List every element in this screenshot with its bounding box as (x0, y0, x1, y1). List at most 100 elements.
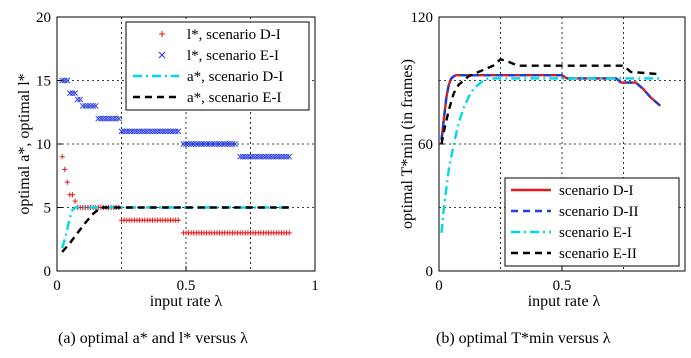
chart-b-xtick-label: 0 (435, 278, 443, 294)
chart-a-series-2-point (69, 90, 76, 97)
chart-a-series-2-point (162, 128, 169, 135)
chart-a-series-2-point (224, 141, 231, 147)
chart-a-series-2-point (87, 102, 94, 109)
chart-a-series-2-point (278, 153, 285, 160)
chart-a-series-2-point (185, 141, 192, 147)
chart-a-series-2-point (66, 90, 73, 97)
chart-a-series-2-point (252, 153, 259, 160)
caption-b: (b) optimal T*min versus λ (436, 330, 611, 347)
chart-a-series-1 (59, 154, 292, 236)
chart-a-series-2-point (226, 141, 233, 147)
chart-a-series-2-point (175, 128, 182, 135)
chart-a-series-2-point (250, 153, 257, 160)
chart-a-series-2-point (154, 128, 161, 135)
chart-a-series-2-point (211, 141, 218, 147)
chart-a-series-2-point (72, 90, 79, 97)
chart-a-ytick-label: 15 (36, 74, 51, 90)
chart-a-series-2-point (108, 115, 115, 122)
chart-a-series-2-point (110, 115, 117, 122)
chart-a-series-2-point (208, 141, 215, 147)
chart-a-ylabel: optimal a*, optimal l* (16, 73, 33, 214)
chart-a-series-2-point (64, 77, 71, 84)
chart-a-series-2-point (180, 141, 187, 147)
chart-a-ytick-label: 20 (36, 10, 51, 26)
chart-a-series-2-point (92, 102, 99, 109)
chart-a-series-2-point (74, 96, 81, 103)
chart-a-series-2-point (281, 153, 287, 160)
chart-a-series-2-point (195, 141, 202, 147)
chart-a-series-2-point (203, 141, 210, 147)
chart-a-series-2-point (100, 115, 107, 122)
chart-a-series-2-point (170, 128, 177, 135)
chart-a-series-2-point (188, 141, 195, 147)
chart-a-legend-entry-1-swatch (159, 31, 165, 37)
chart-a-xlabel: input rate λ (150, 293, 223, 310)
chart-a-series-2-point (131, 128, 138, 135)
chart-a-series-2-point (183, 141, 189, 147)
chart-b-series-3-line (440, 77, 661, 234)
chart-a-series-2-point (136, 128, 143, 135)
chart-a-series-2-point (59, 77, 66, 84)
chart-a-legend-entry-2-label: l*, scenario E-I (187, 48, 279, 64)
chart-a-series-2-point (273, 153, 280, 160)
chart-b-series-2-line (440, 74, 662, 140)
chart-a-series-2-point (82, 102, 89, 109)
chart-b-ytick-label: 120 (411, 10, 434, 26)
chart-a-series-2-point (216, 141, 223, 147)
chart-a-series-2-point (61, 77, 68, 84)
chart-a-series-4-line (61, 206, 290, 253)
chart-a-series-2-point (85, 102, 91, 109)
chart-a-series-2-point (113, 115, 120, 122)
chart-a-series-2-point (206, 141, 213, 147)
chart-a-ytick-label: 10 (36, 137, 51, 153)
chart-a-series-2-point (157, 128, 164, 135)
chart-a-legend: l*, scenario D-I l*, scenario E-I a*, scen… (125, 21, 310, 111)
chart-a-series-2-point (239, 153, 246, 160)
chart-a-ytick-label: 5 (44, 201, 52, 217)
chart-a-legend-entry-1-label: l*, scenario D-I (187, 27, 281, 43)
chart-b-legend-entry-4-label: scenario E-II (559, 246, 637, 262)
chart-a-series-2-point (219, 141, 226, 147)
chart-b-ytick-label: 0 (426, 264, 434, 280)
chart-a-series-2-point (260, 153, 267, 160)
chart-a-series-2-point (141, 128, 148, 135)
chart-a-series-2-point (115, 115, 122, 122)
chart-a-xtick-label: 0 (53, 278, 61, 294)
chart-a-series-2-point (257, 153, 264, 160)
chart-a-series-2-point (95, 115, 102, 122)
chart-b-series-1-line (440, 74, 662, 140)
chart-a-series-2-point (146, 128, 153, 135)
chart-a-series-2 (59, 77, 293, 160)
chart-a-series-2-point (97, 115, 104, 122)
chart-a-series-2-point (242, 153, 249, 160)
chart-a-legend-entry-2-swatch (158, 51, 166, 59)
chart-a-series-1-point (59, 154, 65, 160)
chart-b-ytick-label: 60 (418, 137, 433, 153)
chart-a-series-2-point (152, 128, 158, 135)
chart-b-series-4-line (440, 57, 661, 145)
chart-a-series-2-point (159, 128, 166, 135)
chart-b-ylabel: optimal T*min (in frames) (399, 59, 416, 229)
chart-b-xtick-label: 0.5 (553, 278, 572, 294)
chart-a-series-2-point (247, 153, 254, 160)
chart-a-series-2-point (77, 96, 84, 103)
chart-a-series-2-point (90, 102, 97, 109)
chart-a-series-2-point (164, 128, 171, 135)
chart-a-series-2-point (103, 115, 109, 122)
chart-a-series-2-point (79, 102, 86, 109)
chart-a-series-2-point (167, 128, 174, 135)
chart-a-series-2-point (268, 153, 275, 160)
chart-a-series-2-point (128, 128, 135, 135)
chart-a-series-2-point (283, 153, 290, 160)
chart-a-series-2-point (265, 153, 272, 160)
chart-b-legend-entry-2-label: scenario D-II (559, 204, 639, 220)
chart-b-legend-box (504, 177, 680, 267)
chart-a-series-2-point (221, 141, 228, 147)
chart-a-series-2-point (134, 128, 140, 135)
chart-a-marks (59, 77, 293, 253)
chart-a-series-2-point (118, 128, 125, 135)
chart-a-xtick-label: 1 (311, 278, 319, 294)
chart-a-series-2-point (232, 141, 238, 147)
